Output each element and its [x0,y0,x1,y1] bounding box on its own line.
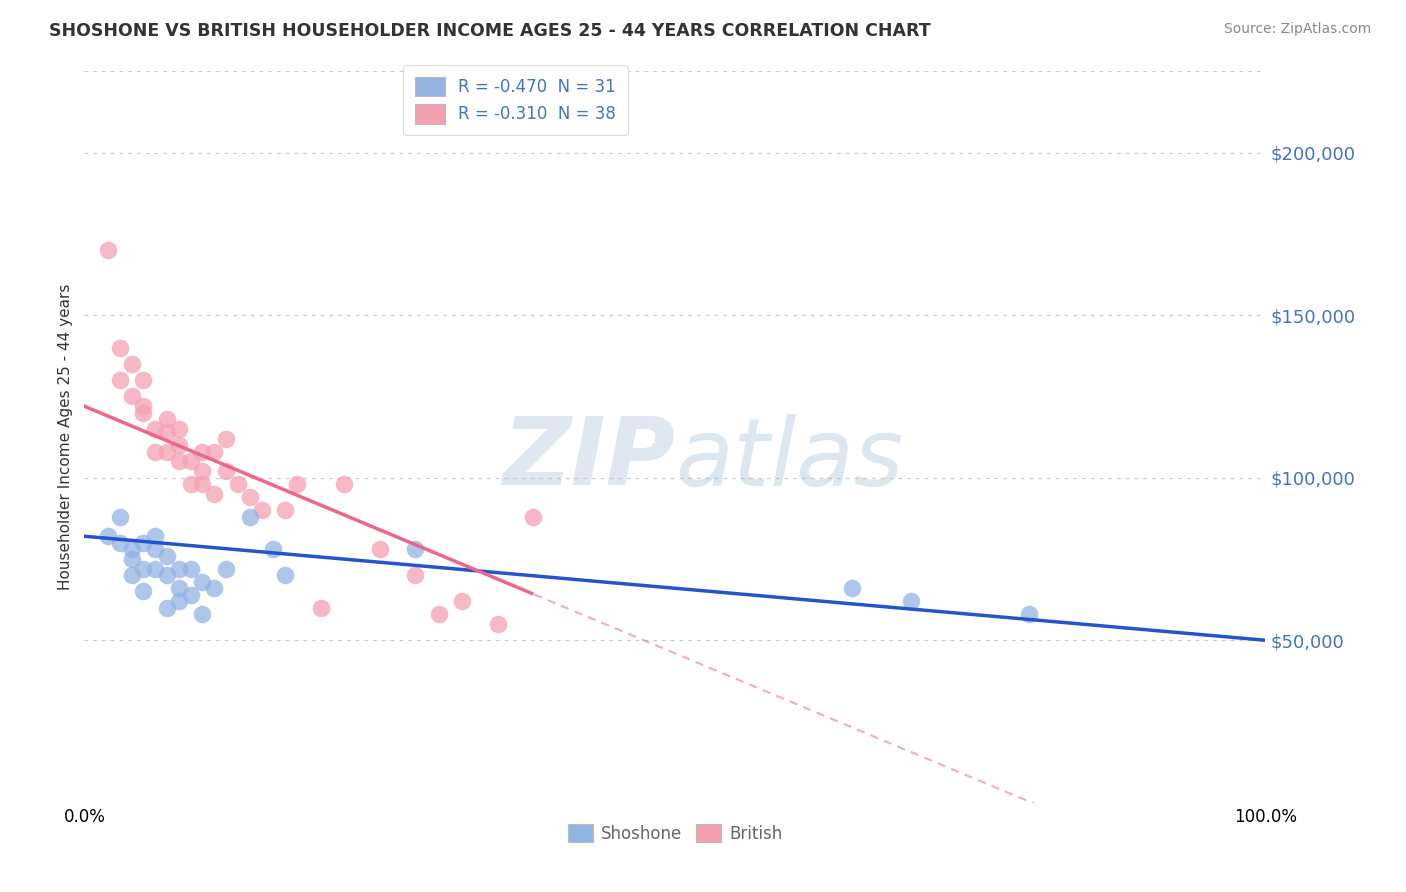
Point [180,588,202,602]
Point [167,562,190,576]
Point [262,542,284,557]
Point [191,444,214,458]
Point [215,464,238,478]
Point [167,438,190,452]
Point [486,617,509,632]
Point [239,509,262,524]
Point [250,503,273,517]
Point [215,562,238,576]
Point [156,425,179,440]
Point [333,477,356,491]
Legend: Shoshone, British: Shoshone, British [561,818,789,849]
Point [121,389,143,403]
Point [167,454,190,468]
Point [900,594,922,608]
Point [404,568,426,582]
Point [132,535,155,549]
Text: atlas: atlas [675,414,903,505]
Point [143,529,166,543]
Point [202,444,225,458]
Point [180,477,202,491]
Point [156,600,179,615]
Point [156,444,179,458]
Point [451,594,474,608]
Point [156,568,179,582]
Text: ZIP: ZIP [502,413,675,505]
Point [180,454,202,468]
Point [121,552,143,566]
Point [97,529,120,543]
Point [143,562,166,576]
Point [167,422,190,436]
Point [202,487,225,501]
Point [191,464,214,478]
Point [108,535,131,549]
Point [404,542,426,557]
Point [202,581,225,595]
Point [368,542,391,557]
Point [143,542,166,557]
Point [522,509,544,524]
Point [132,373,155,387]
Point [167,581,190,595]
Point [239,490,262,504]
Point [108,509,131,524]
Point [427,607,450,622]
Point [191,574,214,589]
Point [132,562,155,576]
Point [191,477,214,491]
Point [167,594,190,608]
Point [285,477,308,491]
Point [97,243,120,257]
Point [180,562,202,576]
Point [132,399,155,413]
Point [309,600,332,615]
Text: Source: ZipAtlas.com: Source: ZipAtlas.com [1223,22,1371,37]
Y-axis label: Householder Income Ages 25 - 44 years: Householder Income Ages 25 - 44 years [58,284,73,591]
Point [143,444,166,458]
Point [191,607,214,622]
Point [274,568,297,582]
Point [132,406,155,420]
Point [274,503,297,517]
Point [143,422,166,436]
Point [156,412,179,426]
Point [215,432,238,446]
Point [226,477,249,491]
Point [121,568,143,582]
Point [108,373,131,387]
Text: SHOSHONE VS BRITISH HOUSEHOLDER INCOME AGES 25 - 44 YEARS CORRELATION CHART: SHOSHONE VS BRITISH HOUSEHOLDER INCOME A… [49,22,931,40]
Point [156,549,179,563]
Point [132,584,155,599]
Point [108,341,131,355]
Point [1018,607,1040,622]
Point [121,357,143,371]
Point [121,542,143,557]
Point [841,581,863,595]
